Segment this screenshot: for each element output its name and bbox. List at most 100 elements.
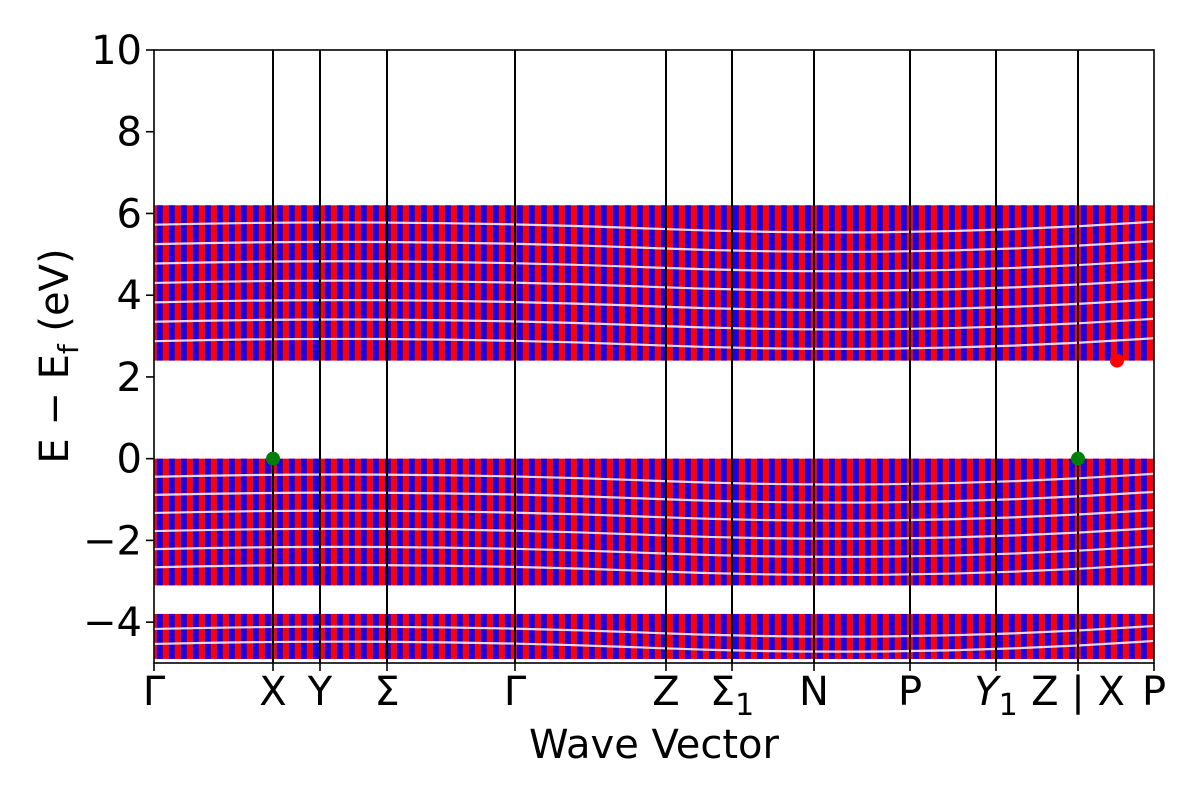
band-stripe <box>349 613 355 659</box>
band-stripe <box>313 205 319 361</box>
band-stripe <box>325 458 331 586</box>
band-stripe <box>721 205 727 361</box>
band-stripe <box>1105 458 1111 586</box>
y-axis-title-main: E − E <box>32 354 78 464</box>
band-stripe <box>445 205 451 361</box>
band-stripe <box>229 205 235 361</box>
x-tick-label: P <box>1142 669 1166 715</box>
band-stripe <box>709 205 715 361</box>
band-stripe <box>301 205 307 361</box>
band-gap <box>154 337 1154 350</box>
band-stripe <box>481 613 487 659</box>
band-stripe <box>457 458 463 586</box>
band-stripe <box>433 205 439 361</box>
band-stripe <box>961 613 967 659</box>
x-tick-label: Y <box>307 669 333 715</box>
x-tick-label: N <box>799 669 829 715</box>
band-gap <box>154 278 1154 292</box>
band-stripe <box>457 613 463 659</box>
band-stripe <box>745 205 751 361</box>
band-stripe <box>253 205 259 361</box>
band-stripe <box>721 458 727 586</box>
band-stripe <box>601 613 607 659</box>
band-stripe <box>169 458 175 586</box>
band-stripe <box>985 205 991 361</box>
band-stripe <box>553 458 559 586</box>
band-stripe <box>1117 613 1123 659</box>
y-axis-title-unit: (eV) <box>32 248 78 344</box>
band-stripe <box>697 205 703 361</box>
band-gap <box>154 298 1154 312</box>
band-stripe <box>517 613 523 659</box>
band-stripe <box>913 458 919 586</box>
band-stripe <box>769 205 775 361</box>
y-tick-label: 0 <box>117 437 142 483</box>
band-stripe <box>397 458 403 586</box>
band-stripe <box>1081 613 1087 659</box>
band-stripe <box>277 205 283 361</box>
band-stripe <box>1045 613 1051 659</box>
band-stripe <box>337 458 343 586</box>
band-stripe <box>901 205 907 361</box>
band-stripe <box>169 613 175 659</box>
band-stripe <box>649 613 655 659</box>
band-stripe <box>505 613 511 659</box>
band-stripe <box>997 205 1003 361</box>
band-stripe <box>685 205 691 361</box>
band-stripe <box>721 613 727 659</box>
band-stripe <box>661 205 667 361</box>
band-stripe <box>1093 458 1099 586</box>
band-stripe <box>1009 458 1015 586</box>
band-stripe <box>1141 613 1147 659</box>
band-stripe <box>541 613 547 659</box>
band-stripe <box>421 458 427 586</box>
band-stripe <box>193 458 199 586</box>
band-stripe <box>793 205 799 361</box>
band-stripe <box>577 205 583 361</box>
band-stripe <box>829 458 835 586</box>
band-stripe <box>1021 205 1027 361</box>
band-stripe <box>217 613 223 659</box>
band-stripe <box>1009 205 1015 361</box>
band-stripe <box>1069 613 1075 659</box>
band-stripe <box>865 458 871 586</box>
band-stripe <box>793 458 799 586</box>
band-stripe <box>1141 205 1147 361</box>
band-stripe <box>949 205 955 361</box>
band-gap <box>154 259 1154 273</box>
band-stripe <box>493 613 499 659</box>
band-stripe <box>613 613 619 659</box>
band-stripe <box>433 613 439 659</box>
band-gap <box>154 639 1154 653</box>
band-stripe <box>637 205 643 361</box>
band-stripe <box>349 205 355 361</box>
band-stripe <box>1081 205 1087 361</box>
band-stripe <box>1057 205 1063 361</box>
band-gap <box>154 563 1154 577</box>
band-stripe <box>961 458 967 586</box>
band-stripe <box>637 613 643 659</box>
band-stripe <box>157 458 163 586</box>
band-stripe <box>409 205 415 361</box>
vbm-marker <box>266 451 280 466</box>
band-stripe <box>565 458 571 586</box>
x-tick-label: P <box>898 669 922 715</box>
band-stripe <box>973 613 979 659</box>
band-stripe <box>241 613 247 659</box>
band-stripe <box>469 458 475 586</box>
x-tick-label: Γ <box>504 669 527 715</box>
band-edge-markers <box>266 353 1124 466</box>
band-stripe <box>877 205 883 361</box>
band-stripe <box>1033 458 1039 586</box>
band-stripe <box>577 613 583 659</box>
band-stripe <box>709 458 715 586</box>
band-stripe <box>637 458 643 586</box>
band-stripe <box>373 458 379 586</box>
band-gap <box>154 317 1154 331</box>
band-stripe <box>769 458 775 586</box>
band-stripe <box>313 458 319 586</box>
band-gap <box>154 508 1154 522</box>
band-stripe <box>1129 205 1135 361</box>
band-stripe <box>265 458 271 586</box>
band-stripe <box>625 613 631 659</box>
